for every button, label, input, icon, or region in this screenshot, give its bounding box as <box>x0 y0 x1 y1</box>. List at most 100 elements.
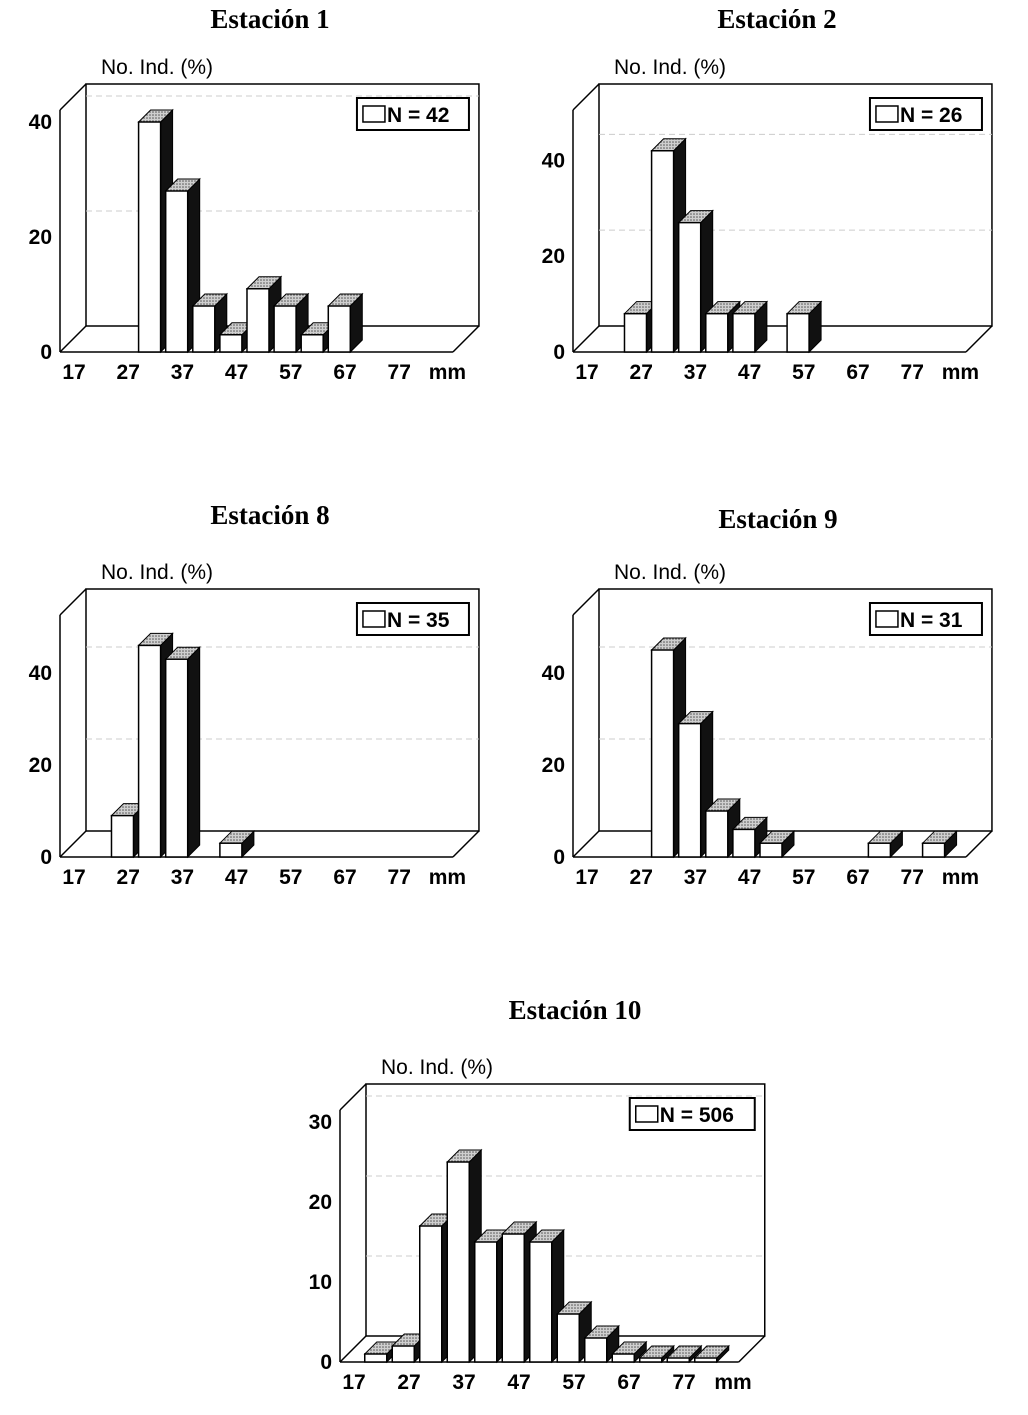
x-tick-label: 67 <box>333 361 356 384</box>
x-unit-label: mm <box>942 361 979 384</box>
legend-box <box>355 602 470 636</box>
bar-front <box>650 150 675 353</box>
x-tick-label: 57 <box>792 866 815 889</box>
bar-front <box>501 1233 525 1363</box>
y-tick-label: 0 <box>553 846 565 869</box>
x-tick-label: 57 <box>562 1371 585 1394</box>
floor-edge-right <box>452 325 480 353</box>
back-wall <box>598 588 993 832</box>
bar-front <box>219 334 243 353</box>
chart-title: Estación 10 <box>508 995 642 1025</box>
x-tick-label: 67 <box>617 1371 640 1394</box>
chart-panel-estacion-10: Estación 10 0 10 20 30 No. Ind. (%) N = 506 17… <box>309 995 810 1415</box>
floor-edge-right <box>965 325 993 353</box>
x-tick-label: 47 <box>225 361 248 384</box>
y-tick-label: 10 <box>309 1271 332 1294</box>
wall-edge-top-left <box>572 83 600 111</box>
x-tick-label: 67 <box>846 361 869 384</box>
histogram-estacion-9: 0 20 40 No. Ind. (%) N = 31 17 27 37 47 57 67 77 mm <box>542 561 993 889</box>
bar-front <box>921 842 946 858</box>
x-tick-label: 47 <box>738 866 761 889</box>
bar-front <box>364 1353 388 1363</box>
bar-front <box>419 1225 443 1363</box>
y-axis-label: No. Ind. (%) <box>614 56 726 79</box>
bar-front <box>732 312 756 353</box>
bar-side <box>187 645 201 859</box>
y-tick-label: 40 <box>542 662 565 685</box>
floor-edge-left <box>572 325 600 353</box>
bar-front <box>611 1353 635 1363</box>
bar-67 <box>867 829 904 859</box>
legend-swatch <box>362 105 386 123</box>
x-tick-label: 47 <box>738 361 761 384</box>
y-tick-label: 40 <box>29 662 52 685</box>
y-tick-label: 20 <box>29 754 52 777</box>
y-tick-label: 0 <box>320 1351 332 1374</box>
bar-front <box>391 1345 415 1363</box>
chart-panel-estacion-2: Estación 2 0 20 40 No. Ind. (%) N = 26 17 27 37… <box>528 0 1028 420</box>
legend-swatch <box>875 610 899 628</box>
x-tick-label: 37 <box>171 866 194 889</box>
bar-52 <box>785 300 823 354</box>
bar-42 <box>218 829 256 859</box>
y-tick-label: 20 <box>542 245 565 268</box>
legend-label: N = 26 <box>900 104 962 127</box>
y-axis-label: No. Ind. (%) <box>381 1056 493 1079</box>
y-tick-label: 20 <box>542 754 565 777</box>
bar-42 <box>731 300 769 354</box>
bar-front <box>666 1357 690 1363</box>
bar-front <box>529 1241 553 1363</box>
bar-front <box>556 1313 580 1363</box>
legend-swatch <box>362 610 386 628</box>
bar-72 <box>666 1344 703 1364</box>
chart-panel-estacion-8: Estación 8 0 20 40 No. Ind. (%) N = 35 17 27 37… <box>20 500 520 920</box>
bar-front <box>137 121 162 353</box>
bar-front <box>623 312 648 353</box>
bar-front <box>219 842 243 858</box>
chart-title: Estación 1 <box>210 4 330 34</box>
legend-box <box>355 97 470 131</box>
bar-62 <box>327 292 364 354</box>
x-tick-label: 17 <box>62 866 85 889</box>
y-tick-label: 40 <box>29 111 52 134</box>
bar-front <box>164 190 189 353</box>
bar-front <box>300 334 324 353</box>
bar-77 <box>693 1344 730 1364</box>
bar-77 <box>921 829 958 859</box>
bar-front <box>273 305 297 353</box>
bar-front <box>327 305 352 353</box>
x-tick-label: 17 <box>342 1371 365 1394</box>
y-axis-label: No. Ind. (%) <box>101 56 213 79</box>
x-tick-label: 77 <box>672 1371 695 1394</box>
x-tick-label: 37 <box>684 361 707 384</box>
bar-front <box>732 828 756 858</box>
bar-front <box>867 842 892 858</box>
y-tick-label: 40 <box>542 149 565 172</box>
legend-label: N = 31 <box>900 609 963 632</box>
legend-swatch <box>635 1105 659 1123</box>
bar-62 <box>611 1340 648 1364</box>
chart-title: Estación 8 <box>210 500 330 530</box>
floor-edge-left <box>339 1335 367 1363</box>
x-tick-label: 57 <box>279 866 302 889</box>
y-axis-label: No. Ind. (%) <box>101 561 213 584</box>
floor-edge-left <box>59 830 87 858</box>
bar-front <box>786 312 810 353</box>
x-tick-label: 77 <box>388 361 411 384</box>
floor-edge-left <box>59 325 87 353</box>
y-tick-label: 20 <box>309 1191 332 1214</box>
x-tick-label: 77 <box>388 866 411 889</box>
histogram-estacion-8: 0 20 40 No. Ind. (%) N = 35 17 27 37 47 57 67 77 mm <box>29 561 480 889</box>
floor-edge-right <box>965 830 993 858</box>
x-unit-label: mm <box>942 866 979 889</box>
histogram-estacion-2: 0 20 40 No. Ind. (%) N = 26 17 27 37 47 57 67 77 mm <box>542 56 993 384</box>
histogram-estacion-10: 0 10 20 30 No. Ind. (%) N = 506 17 27 37 47 57 67 77… <box>309 1056 766 1394</box>
x-tick-label: 77 <box>901 866 924 889</box>
legend-box <box>868 97 983 131</box>
bar-front <box>137 644 162 858</box>
x-tick-label: 37 <box>684 866 707 889</box>
x-tick-label: 47 <box>507 1371 530 1394</box>
x-tick-label: 67 <box>846 866 869 889</box>
x-tick-label: 17 <box>575 866 598 889</box>
